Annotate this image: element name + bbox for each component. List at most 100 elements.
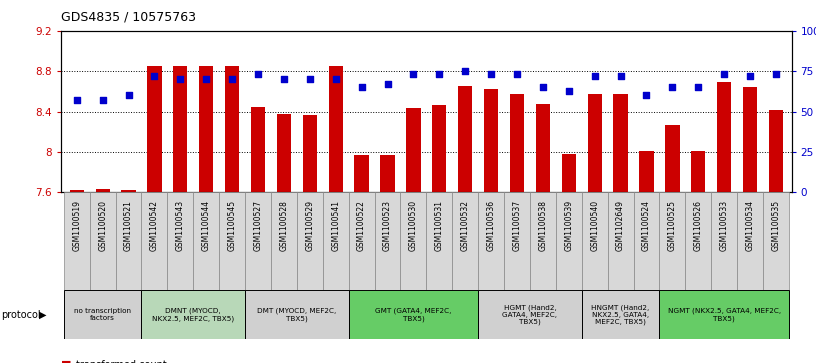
Text: transformed count: transformed count xyxy=(76,360,166,363)
Text: GDS4835 / 10575763: GDS4835 / 10575763 xyxy=(61,11,196,24)
Bar xyxy=(220,192,245,290)
Bar xyxy=(225,66,239,192)
Bar xyxy=(271,192,297,290)
Bar xyxy=(69,190,84,192)
Point xyxy=(329,77,342,82)
Text: GSM1100530: GSM1100530 xyxy=(409,200,418,251)
Text: GSM1100544: GSM1100544 xyxy=(202,200,211,251)
Bar xyxy=(193,192,220,290)
Text: GSM1100531: GSM1100531 xyxy=(435,200,444,251)
Point xyxy=(251,72,264,77)
Text: GSM1100540: GSM1100540 xyxy=(590,200,599,251)
Point xyxy=(407,72,420,77)
Text: GSM1102649: GSM1102649 xyxy=(616,200,625,251)
Bar xyxy=(478,192,504,290)
Bar xyxy=(633,192,659,290)
Point xyxy=(200,77,213,82)
Point xyxy=(743,73,756,79)
Bar xyxy=(685,192,712,290)
Text: GSM1100526: GSM1100526 xyxy=(694,200,703,251)
Text: GSM1100523: GSM1100523 xyxy=(383,200,392,251)
Bar xyxy=(530,192,556,290)
Bar xyxy=(426,192,452,290)
Bar xyxy=(375,192,401,290)
Text: DMNT (MYOCD,
NKX2.5, MEF2C, TBX5): DMNT (MYOCD, NKX2.5, MEF2C, TBX5) xyxy=(153,308,234,322)
Text: GSM1100533: GSM1100533 xyxy=(720,200,729,251)
Bar xyxy=(561,154,576,192)
Text: GSM1100537: GSM1100537 xyxy=(512,200,521,251)
Bar xyxy=(329,66,343,192)
Text: GSM1100529: GSM1100529 xyxy=(305,200,314,251)
Bar xyxy=(763,192,789,290)
Text: GSM1100527: GSM1100527 xyxy=(254,200,263,251)
Text: GSM1100528: GSM1100528 xyxy=(279,200,288,251)
Point xyxy=(304,77,317,82)
Bar xyxy=(95,189,110,192)
Point xyxy=(381,81,394,87)
Text: DMT (MYOCD, MEF2C,
TBX5): DMT (MYOCD, MEF2C, TBX5) xyxy=(257,308,336,322)
Point xyxy=(511,72,524,77)
Point xyxy=(148,73,161,79)
Bar xyxy=(665,125,680,192)
Text: GSM1100534: GSM1100534 xyxy=(746,200,755,251)
Text: GSM1100535: GSM1100535 xyxy=(771,200,780,251)
Bar xyxy=(401,192,426,290)
Bar xyxy=(659,192,685,290)
Text: GSM1100536: GSM1100536 xyxy=(486,200,495,251)
Text: ▶: ▶ xyxy=(39,310,47,320)
Bar xyxy=(303,115,317,192)
Bar xyxy=(148,66,162,192)
Point xyxy=(666,85,679,90)
Bar xyxy=(691,151,705,192)
Text: GSM1100545: GSM1100545 xyxy=(228,200,237,251)
Bar xyxy=(245,192,271,290)
Point xyxy=(355,85,368,90)
Bar xyxy=(380,155,395,192)
Bar xyxy=(769,110,783,192)
Point xyxy=(485,72,498,77)
Bar xyxy=(64,290,141,339)
Bar xyxy=(245,290,348,339)
Bar xyxy=(141,192,167,290)
Bar xyxy=(614,94,628,192)
Text: NGMT (NKX2.5, GATA4, MEF2C,
TBX5): NGMT (NKX2.5, GATA4, MEF2C, TBX5) xyxy=(667,308,781,322)
Bar xyxy=(277,114,291,192)
Bar xyxy=(323,192,348,290)
Bar xyxy=(452,192,478,290)
Point xyxy=(70,97,83,103)
Bar xyxy=(743,87,757,192)
Point xyxy=(769,72,783,77)
Text: GSM1100538: GSM1100538 xyxy=(539,200,548,251)
Bar xyxy=(640,151,654,192)
Text: GMT (GATA4, MEF2C,
TBX5): GMT (GATA4, MEF2C, TBX5) xyxy=(375,308,451,322)
Point xyxy=(96,97,109,103)
Point xyxy=(692,85,705,90)
Bar xyxy=(504,192,530,290)
Bar xyxy=(64,192,90,290)
Bar xyxy=(582,290,659,339)
Bar xyxy=(712,192,737,290)
Bar xyxy=(510,94,524,192)
Bar xyxy=(556,192,582,290)
Point xyxy=(614,73,628,79)
Point xyxy=(225,77,238,82)
Point xyxy=(122,93,135,98)
Bar xyxy=(458,86,472,192)
Bar xyxy=(432,105,446,192)
Bar xyxy=(484,89,499,192)
Bar xyxy=(478,290,582,339)
Bar xyxy=(122,190,135,192)
Text: GSM1100532: GSM1100532 xyxy=(461,200,470,251)
Text: ■: ■ xyxy=(61,360,72,363)
Bar xyxy=(167,192,193,290)
Bar xyxy=(90,192,116,290)
Text: GSM1100522: GSM1100522 xyxy=(357,200,366,251)
Text: GSM1100539: GSM1100539 xyxy=(565,200,574,251)
Bar xyxy=(588,94,602,192)
Bar xyxy=(348,192,375,290)
Text: GSM1100521: GSM1100521 xyxy=(124,200,133,251)
Text: GSM1100524: GSM1100524 xyxy=(642,200,651,251)
Bar xyxy=(354,155,369,192)
Bar xyxy=(406,107,420,192)
Bar xyxy=(608,192,633,290)
